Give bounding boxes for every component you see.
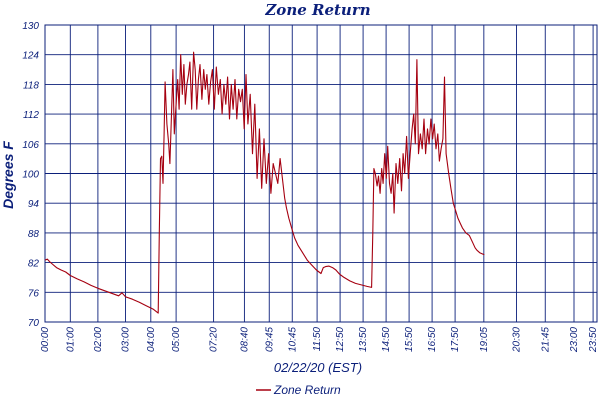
y-tick-label: 94 bbox=[28, 199, 40, 210]
series-layer bbox=[44, 51, 485, 314]
x-tick-label: 09:45 bbox=[264, 327, 275, 352]
y-tick-label: 100 bbox=[22, 170, 39, 181]
x-tick-label: 11:50 bbox=[312, 327, 323, 352]
y-tick-label: 70 bbox=[28, 318, 40, 329]
y-tick-label: 118 bbox=[23, 80, 39, 91]
y-tick-label: 106 bbox=[22, 140, 39, 151]
y-tick-label: 130 bbox=[22, 21, 39, 32]
x-tick-label: 20:30 bbox=[512, 327, 523, 353]
x-tick-label: 14:50 bbox=[381, 327, 392, 352]
legend-label-zone-return: Zone Return bbox=[273, 383, 341, 397]
y-axis-label: Degrees F bbox=[0, 141, 16, 209]
x-tick-label: 13:50 bbox=[358, 327, 369, 352]
x-tick-label: 10:45 bbox=[287, 327, 298, 352]
y-tick-label: 112 bbox=[23, 110, 39, 121]
x-tick-label: 15:50 bbox=[404, 327, 415, 352]
x-tick-label: 21:45 bbox=[540, 327, 551, 353]
y-tick-label: 88 bbox=[28, 229, 40, 240]
x-tick-label: 23:00 bbox=[569, 327, 580, 353]
y-axis-ticks: 70 76 82 88 94 100 106 112 118 124 130 bbox=[22, 21, 39, 329]
grid-lines bbox=[44, 24, 597, 323]
x-tick-label: 12:50 bbox=[335, 327, 346, 352]
x-tick-label: 04:00 bbox=[146, 327, 157, 352]
y-tick-label: 82 bbox=[28, 259, 40, 270]
plot-area-frame bbox=[44, 24, 598, 323]
x-axis-ticks: 00:00 01:00 02:00 03:00 04:00 05:00 07:20 08:40… bbox=[40, 327, 599, 353]
x-tick-label: 16:50 bbox=[427, 327, 438, 352]
x-tick-label: 00:00 bbox=[40, 327, 51, 352]
x-tick-label: 23:50 bbox=[588, 327, 599, 353]
legend: Zone Return bbox=[256, 383, 341, 397]
x-tick-label: 08:40 bbox=[239, 327, 250, 352]
x-tick-label: 07:20 bbox=[209, 327, 220, 352]
x-tick-label: 19:05 bbox=[479, 327, 490, 352]
x-tick-label: 02:00 bbox=[93, 327, 104, 352]
x-axis-label: 02/22/20 (EST) bbox=[274, 360, 362, 375]
x-tick-label: 03:00 bbox=[121, 327, 132, 352]
chart-title: Zone Return bbox=[264, 1, 370, 19]
x-tick-label: 17:50 bbox=[450, 327, 461, 352]
x-tick-label: 05:00 bbox=[171, 327, 182, 352]
x-tick-label: 01:00 bbox=[65, 327, 76, 352]
y-tick-label: 76 bbox=[28, 288, 40, 299]
y-tick-label: 124 bbox=[22, 51, 39, 62]
series-line-zone-return bbox=[44, 51, 485, 314]
